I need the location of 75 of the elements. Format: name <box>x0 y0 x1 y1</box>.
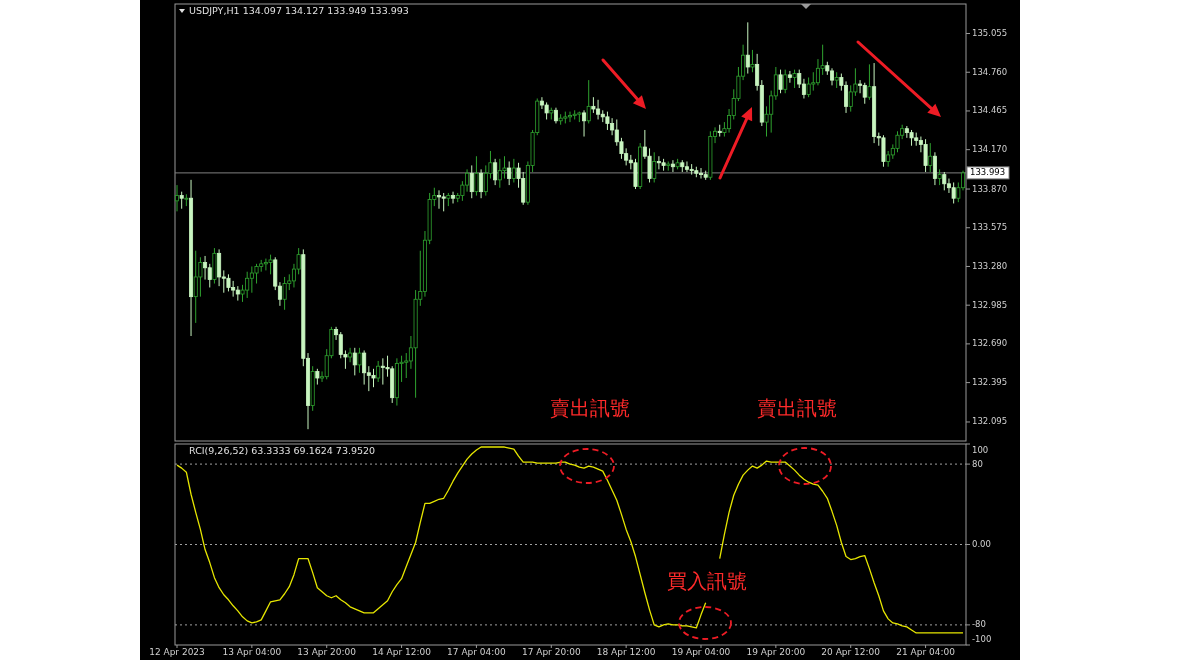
y-tick-label: 132.690 <box>972 338 1008 349</box>
candlestick <box>886 150 891 168</box>
candlestick <box>778 69 783 94</box>
candlestick <box>507 160 512 186</box>
y-tick-label: 0.00 <box>972 539 991 549</box>
candlestick <box>928 142 933 173</box>
candlestick <box>858 79 863 94</box>
candlestick <box>371 368 376 388</box>
annotation: 賣出訊號 <box>550 396 630 420</box>
x-tick-label: 18 Apr 12:00 <box>596 647 656 657</box>
y-tick-label: 133.870 <box>972 183 1008 194</box>
y-tick-label: 132.095 <box>972 416 1008 427</box>
y-tick-label: 100 <box>972 444 989 455</box>
y-tick-label: 80 <box>972 458 983 469</box>
candlestick <box>586 79 591 124</box>
candlestick <box>633 158 638 190</box>
y-tick-label: 132.985 <box>972 299 1008 310</box>
x-tick-label: 21 Apr 04:00 <box>896 647 956 657</box>
annotation: 賣出訊號 <box>757 396 837 420</box>
candlestick <box>362 349 367 386</box>
candlestick <box>783 69 788 94</box>
x-tick-label: 20 Apr 12:00 <box>821 647 881 657</box>
y-tick-label: 134.170 <box>972 144 1008 155</box>
y-tick-label: -80 <box>972 619 986 630</box>
y-tick-label: 132.395 <box>972 377 1008 388</box>
x-tick-label: 19 Apr 20:00 <box>746 647 806 657</box>
x-tick-label: 12 Apr 2023 <box>149 647 205 657</box>
candlestick <box>217 248 222 287</box>
candlestick <box>268 254 273 275</box>
candlestick <box>203 255 208 281</box>
y-tick-label: 133.280 <box>972 260 1008 271</box>
x-tick-label: 13 Apr 20:00 <box>297 647 357 657</box>
candlestick <box>376 360 381 383</box>
y-tick-label: 133.575 <box>972 222 1008 233</box>
chart-title: USDJPY,H1 134.097 134.127 133.949 133.993 <box>189 5 409 16</box>
candlestick <box>670 159 675 173</box>
candlestick <box>895 130 900 153</box>
ref-line-label: 133.993 <box>970 167 1006 178</box>
x-tick-label: 17 Apr 20:00 <box>521 647 581 657</box>
candlestick <box>502 155 507 180</box>
candlestick <box>792 69 797 89</box>
candlestick <box>951 181 956 204</box>
candlestick <box>451 191 456 204</box>
candlestick <box>787 70 792 84</box>
candlestick <box>881 134 886 168</box>
chart-title: RCI(9,26,52) 63.3333 69.1624 73.9520 <box>189 445 376 456</box>
y-tick-label: 134.465 <box>972 105 1008 116</box>
candlestick <box>582 109 587 138</box>
candlestick <box>511 158 516 183</box>
x-tick-label: 14 Apr 12:00 <box>372 647 432 657</box>
y-tick-label: 135.055 <box>972 28 1008 39</box>
candlestick <box>652 151 657 183</box>
candlestick <box>479 168 484 199</box>
candlestick <box>942 171 947 191</box>
candlestick <box>207 263 212 288</box>
y-tick-label: 134.760 <box>972 66 1008 77</box>
candlestick <box>348 347 353 363</box>
candlestick <box>357 347 362 374</box>
candlestick <box>932 151 937 186</box>
candlestick <box>867 63 872 101</box>
candlestick <box>923 138 928 173</box>
candlestick <box>862 82 867 105</box>
x-tick-label: 17 Apr 04:00 <box>447 647 507 657</box>
candlestick <box>474 155 479 197</box>
annotation: 買入訊號 <box>667 569 747 593</box>
x-tick-label: 13 Apr 04:00 <box>222 647 282 657</box>
candlestick <box>352 347 357 376</box>
candlestick <box>605 111 610 131</box>
candlestick <box>745 21 750 75</box>
candlestick <box>441 192 446 212</box>
candlestick <box>750 49 755 73</box>
y-tick-label: -100 <box>972 633 992 644</box>
candlestick <box>493 158 498 186</box>
candlestick <box>469 164 474 199</box>
x-tick-label: 19 Apr 04:00 <box>671 647 731 657</box>
